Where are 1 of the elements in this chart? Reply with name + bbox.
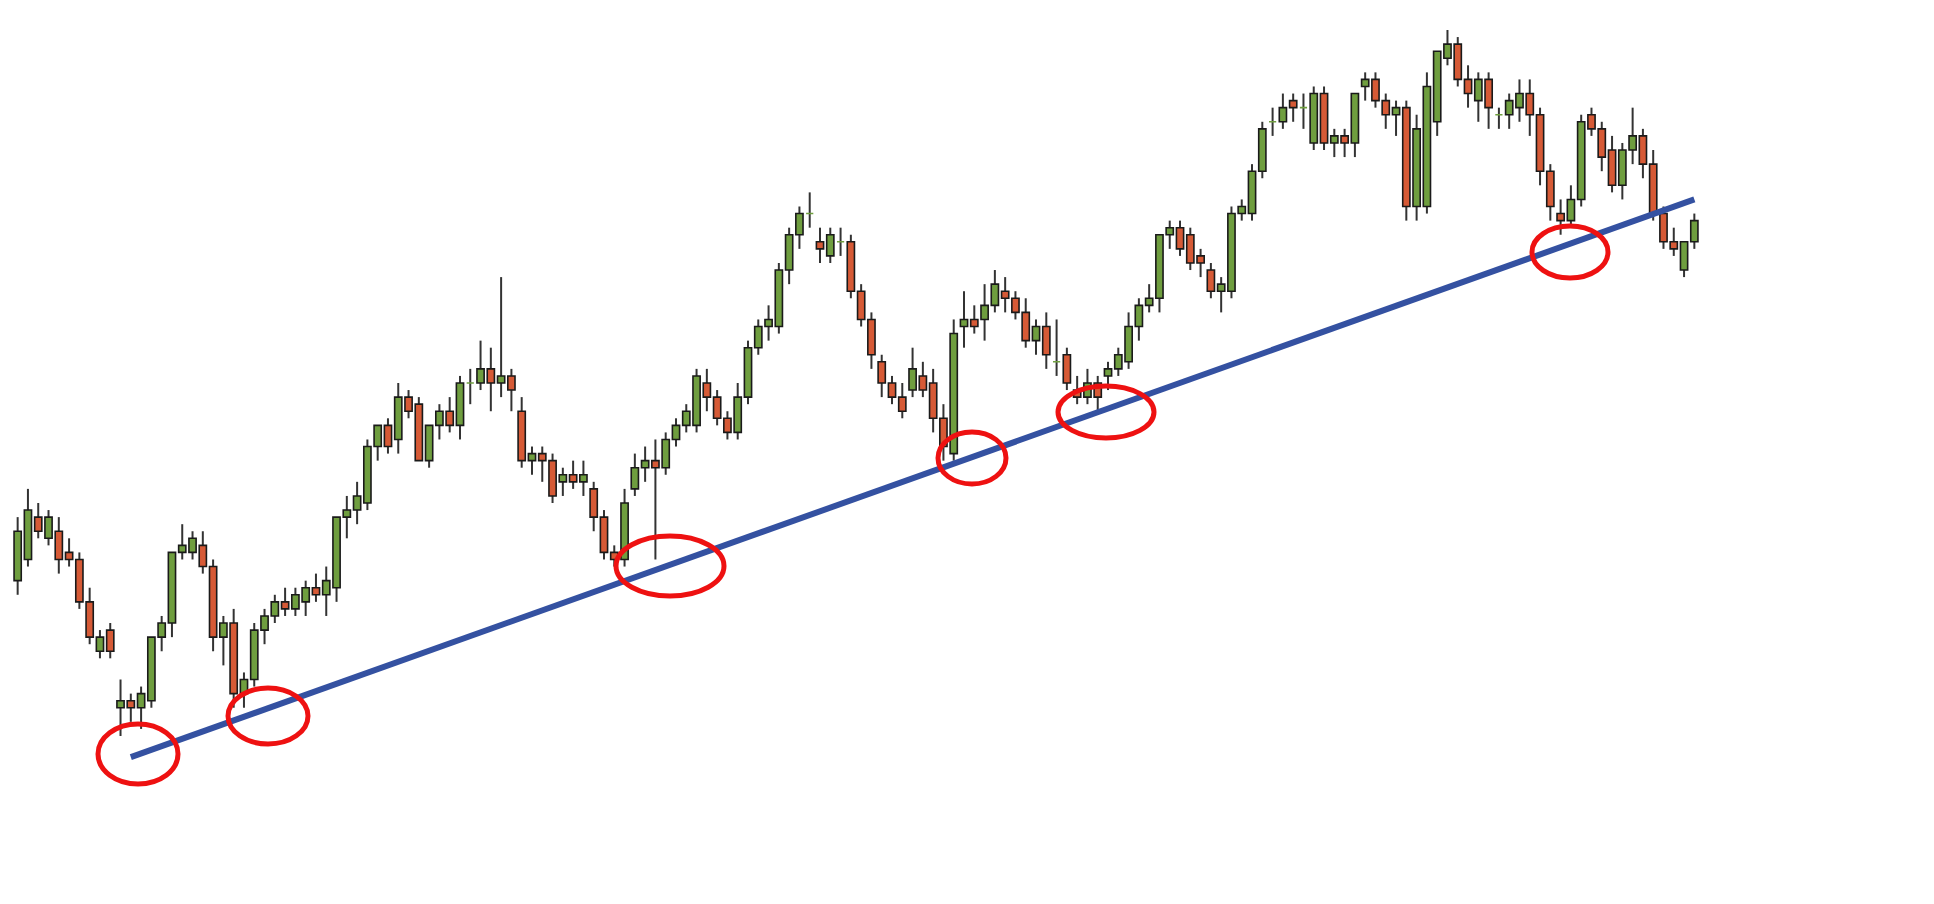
candlestick: [1062, 346, 1072, 392]
